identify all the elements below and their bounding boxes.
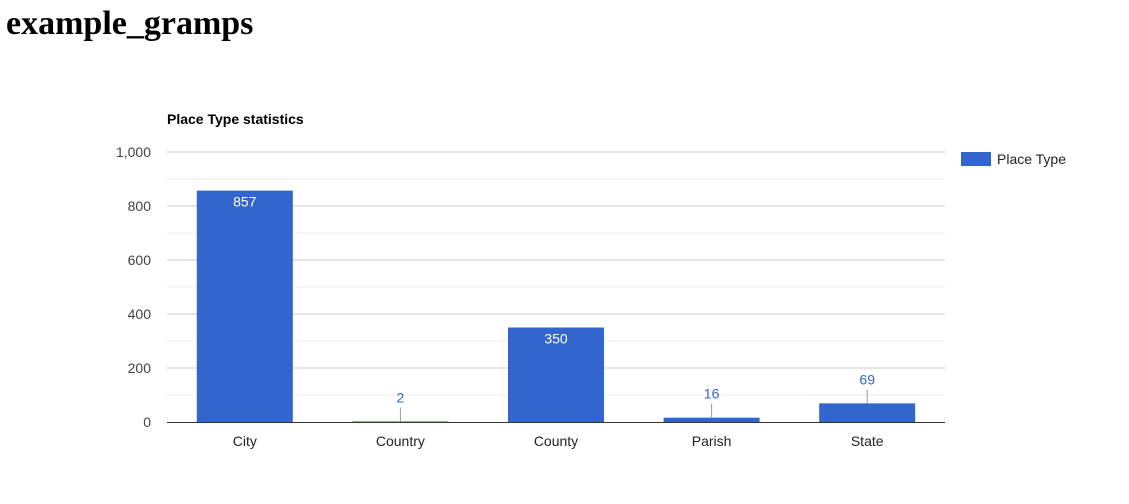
chart-title: Place Type statistics — [167, 111, 304, 127]
x-tick-label: County — [534, 433, 578, 449]
data-label: 350 — [544, 331, 568, 347]
legend-swatch — [961, 152, 991, 166]
bar[interactable] — [352, 421, 449, 422]
bar[interactable] — [819, 403, 916, 422]
y-tick-label: 0 — [143, 414, 151, 430]
data-label: 69 — [859, 371, 875, 387]
bars[interactable]: 857 2 350 16 69 — [196, 190, 916, 423]
data-label: 857 — [233, 194, 257, 210]
x-tick-label: City — [233, 433, 257, 449]
data-label: 2 — [397, 389, 405, 405]
y-tick-label: 400 — [128, 306, 152, 322]
data-label: 16 — [704, 386, 720, 402]
x-tick-label: Country — [376, 433, 425, 449]
bar[interactable] — [663, 417, 760, 422]
y-tick-label: 200 — [128, 360, 152, 376]
y-tick-label: 1,000 — [116, 144, 151, 160]
y-axis: 0 200 400 600 800 1,000 — [116, 144, 151, 430]
x-tick-label: Parish — [692, 433, 732, 449]
legend-label: Place Type — [997, 151, 1066, 167]
y-tick-label: 800 — [128, 198, 152, 214]
bar[interactable] — [196, 190, 293, 422]
x-tick-label: State — [851, 433, 884, 449]
bar[interactable] — [508, 327, 604, 423]
y-tick-label: 600 — [128, 252, 152, 268]
x-axis: City Country County Parish State — [167, 422, 945, 449]
page-title: example_gramps — [6, 5, 254, 42]
legend: Place Type — [961, 151, 1066, 167]
